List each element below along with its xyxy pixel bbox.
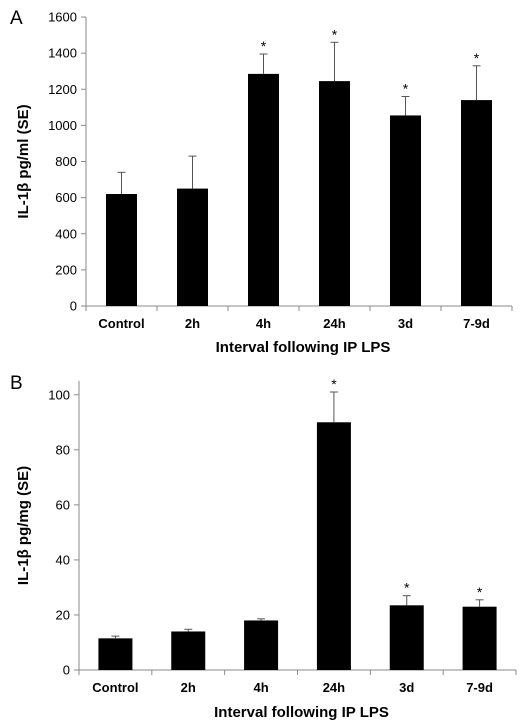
y-tick-label: 800 <box>55 154 77 169</box>
category-label: 7-9d <box>463 316 490 331</box>
significance-marker: * <box>332 26 338 42</box>
y-tick-label: 1000 <box>48 118 77 133</box>
bar <box>171 631 206 670</box>
y-tick-label: 1600 <box>48 10 77 25</box>
y-tick-label: 1400 <box>48 46 77 61</box>
bar <box>177 188 208 306</box>
category-label: 4h <box>256 316 271 331</box>
y-tick-label: 40 <box>56 552 70 567</box>
significance-marker: * <box>403 80 409 96</box>
significance-marker: * <box>261 38 267 54</box>
bar <box>319 81 350 306</box>
category-label: Control <box>92 680 138 695</box>
y-axis-label: IL-1β pg/mg (SE) <box>15 466 32 585</box>
significance-marker: * <box>477 584 483 600</box>
bar <box>390 115 421 306</box>
y-tick-label: 80 <box>56 442 70 457</box>
y-tick-label: 20 <box>56 607 70 622</box>
bar <box>248 73 279 306</box>
y-tick-label: 0 <box>70 299 77 314</box>
bar <box>244 620 279 670</box>
category-label: 24h <box>323 680 345 695</box>
y-tick-label: 100 <box>48 387 70 402</box>
panel-label: A <box>10 8 23 29</box>
significance-marker: * <box>404 580 410 596</box>
y-axis-label: IL-1β pg/ml (SE) <box>15 104 32 218</box>
y-tick-label: 60 <box>56 497 70 512</box>
significance-marker: * <box>474 50 480 66</box>
panel-label: B <box>10 373 23 394</box>
category-label: 7-9d <box>466 680 493 695</box>
chart-panel-B: B 0 20 40 60 80 100 Control 2h 4h * 24h * 3d * 7-9d Inte… <box>10 373 517 721</box>
category-label: Control <box>98 316 144 331</box>
bar <box>98 638 133 670</box>
category-label: 2h <box>185 316 200 331</box>
significance-marker: * <box>331 376 337 392</box>
y-tick-label: 200 <box>55 262 77 277</box>
x-axis-label: Interval following IP LPS <box>214 704 389 721</box>
chart-panel-A: A 0 200 400 600 800 1000 1200 1400 1600 Control 2h *… <box>10 8 513 356</box>
bar <box>461 100 492 307</box>
y-tick-label: 1200 <box>48 82 77 97</box>
category-label: 2h <box>181 680 196 695</box>
category-label: 3d <box>398 316 413 331</box>
bar <box>106 194 137 306</box>
category-label: 24h <box>323 316 345 331</box>
category-label: 4h <box>253 680 268 695</box>
x-axis-label: Interval following IP LPS <box>216 339 391 356</box>
y-tick-label: 0 <box>63 663 70 678</box>
bar <box>316 422 351 670</box>
category-label: 3d <box>399 680 414 695</box>
y-tick-label: 400 <box>55 226 77 241</box>
bar <box>389 605 424 670</box>
y-tick-label: 600 <box>55 190 77 205</box>
bar <box>462 606 497 670</box>
